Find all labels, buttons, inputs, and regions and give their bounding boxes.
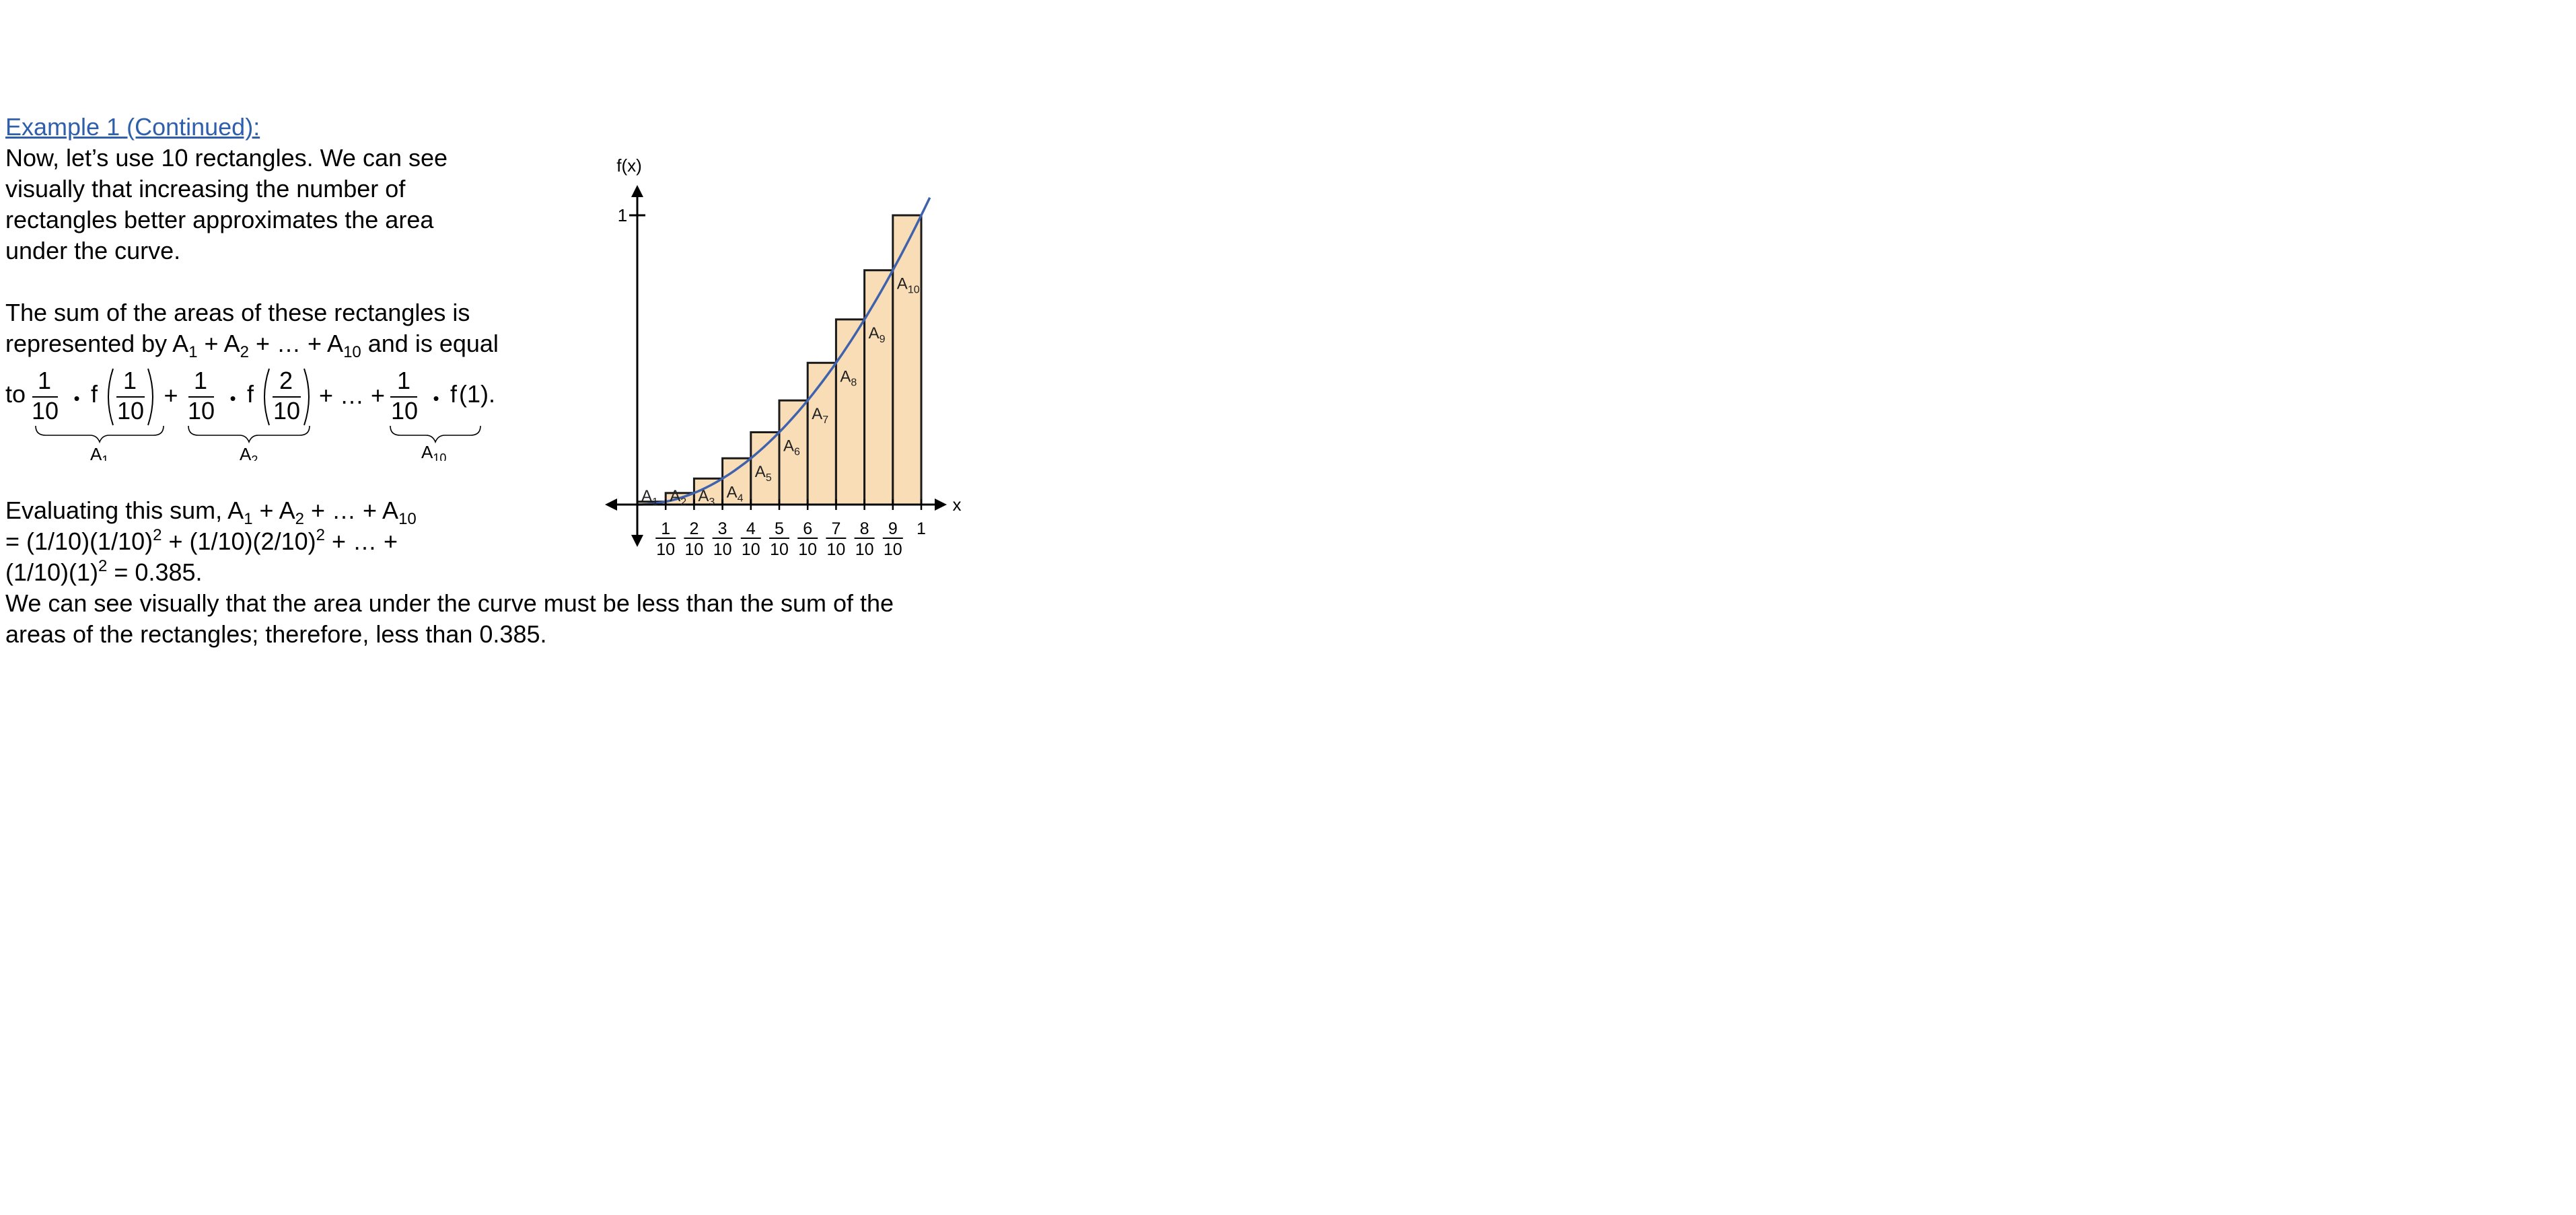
rect-label-3: A3 [698, 487, 715, 508]
rect-labels-group: A1 A2 A3 A4 A5 A6 A7 A8 A9 A10 [641, 275, 920, 508]
rect-label-8: A8 [840, 367, 857, 388]
ticks-group: 1 1 10 2 10 3 10 4 10 5 10 6 10 7 10 8 10 9 10 1 [618, 205, 926, 559]
rect-10 [892, 214, 923, 506]
brace-a10 [390, 425, 481, 444]
term1-arg-den: 10 [117, 397, 144, 425]
x-tick-den-4: 10 [742, 540, 760, 559]
term10-f: f [450, 380, 458, 408]
rect-8 [834, 318, 866, 506]
example-heading[interactable]: Example 1 (Continued): [5, 113, 260, 141]
riemann-sum-formula: to 1 10 • f 1 10 + 1 10 • f 2 10 + … + 1… [5, 367, 495, 461]
y-axis-arrow-up [631, 185, 643, 197]
eval-line-2: = (1/10)(1/10)2 + (1/10)(2/10)2 + … + [5, 526, 398, 556]
brace-label-a10: A10 [421, 442, 446, 461]
rect-label-4: A4 [727, 483, 744, 504]
term2-arg-num: 2 [279, 367, 293, 394]
term2-f: f [247, 380, 254, 408]
x-tick-last: 1 [917, 519, 926, 538]
term1-arg-num: 1 [123, 367, 137, 394]
term1-bullet: • [73, 388, 79, 408]
riemann-chart: f(x) x A1 A2 A3 A4 A5 A6 A7 A8 A9 A10 1 1 10 2 10 3 10 4… [605, 155, 962, 559]
intro-line-2: visually that increasing the number of [5, 175, 406, 202]
rect-label-6: A6 [783, 437, 800, 458]
x-tick-num-6: 6 [803, 519, 812, 538]
x-tick-num-7: 7 [831, 519, 840, 538]
x-tick-num-9: 9 [888, 519, 898, 538]
x-tick-den-6: 10 [798, 540, 817, 559]
x-tick-num-3: 3 [718, 519, 727, 538]
rect-label-10: A10 [897, 275, 920, 296]
conclusion-line-1: We can see visually that the area under … [5, 589, 894, 617]
intro-line-4: under the curve. [5, 237, 181, 264]
x-tick-num-5: 5 [775, 519, 784, 538]
sum-line-1: The sum of the areas of these rectangles… [5, 299, 470, 326]
y-axis-arrow-down [631, 535, 643, 547]
term2-coef-den: 10 [188, 397, 215, 425]
x-tick-den-9: 10 [884, 540, 902, 559]
intro-line-1: Now, let’s use 10 rectangles. We can see [5, 144, 448, 172]
x-tick-den-3: 10 [713, 540, 732, 559]
rect-label-7: A7 [812, 405, 828, 426]
brace-label-a1: A1 [90, 444, 108, 461]
rect-label-1: A1 [641, 487, 658, 508]
eval-line-1: Evaluating this sum, A1 + A2 + … + A10 [5, 496, 417, 528]
term10-coef-num: 1 [397, 367, 410, 394]
x-tick-num-2: 2 [689, 519, 699, 538]
curve-line [637, 197, 931, 506]
term10-coef-den: 10 [391, 397, 418, 425]
term2-bullet: • [229, 388, 236, 408]
term2-arg-den: 10 [273, 397, 300, 425]
term1-f: f [91, 380, 98, 408]
x-tick-den-2: 10 [684, 540, 703, 559]
plus-1: + [164, 381, 178, 409]
intro-line-3: rectangles better approximates the area [5, 206, 434, 233]
brace-label-a2: A2 [240, 444, 258, 461]
x-tick-den-7: 10 [826, 540, 845, 559]
x-tick-num-8: 8 [860, 519, 869, 538]
rect-9 [863, 269, 894, 506]
x-axis-label: x [953, 494, 962, 515]
x-tick-num-1: 1 [661, 519, 670, 538]
x-axis-arrow-right [935, 499, 947, 511]
ellipsis: + … + [319, 381, 385, 409]
x-tick-den-1: 10 [656, 540, 675, 559]
rect-label-5: A5 [755, 463, 772, 484]
x-axis-arrow-left [605, 499, 617, 511]
y-axis-label: f(x) [616, 155, 642, 176]
term1-coef-num: 1 [38, 367, 51, 394]
rect-label-9: A9 [869, 324, 886, 345]
brace-a1 [35, 425, 164, 444]
x-tick-num-4: 4 [746, 519, 756, 538]
brace-a2 [188, 425, 310, 444]
term10-bullet: • [433, 388, 439, 408]
term1-coef-den: 10 [32, 397, 59, 425]
term10-arg: (1). [459, 380, 495, 408]
y-tick-label: 1 [618, 205, 627, 225]
term2-coef-num: 1 [194, 367, 207, 394]
axes-group: f(x) x [605, 155, 962, 547]
formula-to: to [5, 380, 26, 408]
x-tick-den-5: 10 [770, 540, 789, 559]
conclusion-line-2: areas of the rectangles; therefore, less… [5, 620, 547, 648]
rectangles-group [636, 214, 923, 506]
rect-label-2: A2 [670, 487, 686, 508]
sum-line-2: represented by A1 + A2 + … + A10 and is … [5, 330, 499, 361]
x-tick-den-8: 10 [855, 540, 874, 559]
eval-line-3: (1/10)(1)2 = 0.385. [5, 557, 203, 587]
